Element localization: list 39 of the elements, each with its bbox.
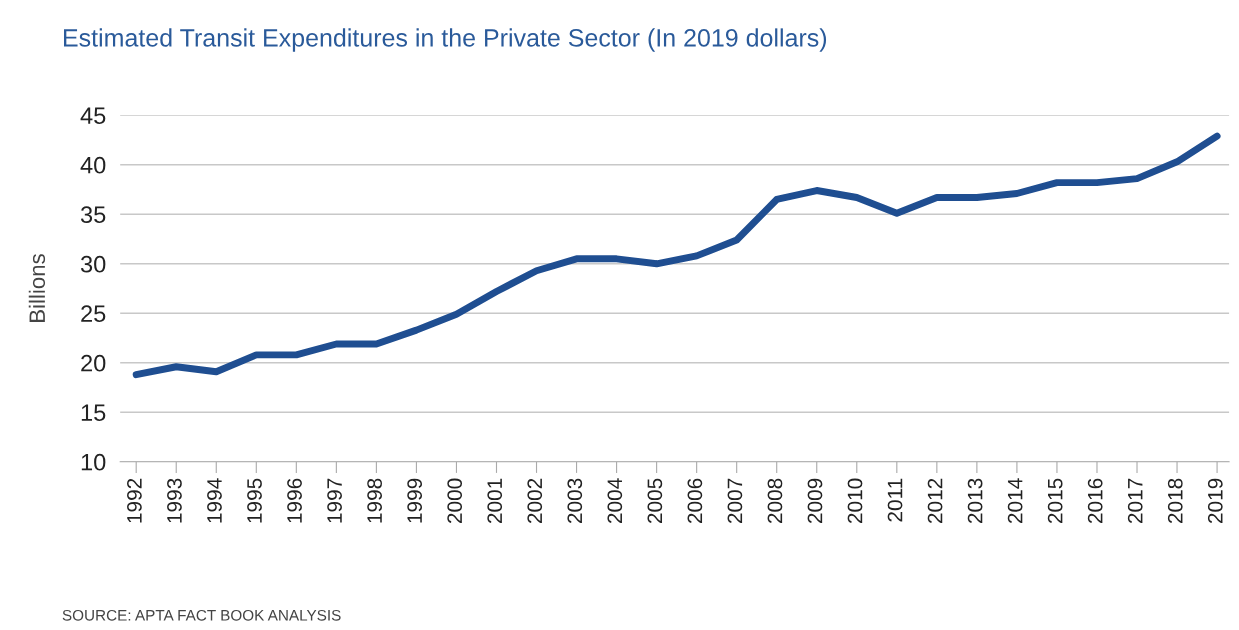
y-tick-label: 15 — [81, 404, 106, 422]
x-tick-label: 2017 — [1127, 478, 1143, 524]
x-tick-label: 2015 — [1047, 478, 1063, 524]
x-tick-label: 2006 — [687, 478, 703, 524]
y-tick-label: 45 — [80, 107, 106, 125]
x-tick-label: 2002 — [527, 478, 543, 524]
y-tick-label: 30 — [80, 255, 106, 273]
x-tick-label: 1998 — [367, 478, 382, 523]
x-tick-label: 1994 — [207, 478, 222, 523]
x-tick-label: 2010 — [847, 478, 863, 524]
x-tick-label: 2000 — [447, 478, 463, 524]
y-tick-label: 20 — [81, 354, 106, 372]
x-tick-label: 1997 — [327, 478, 342, 523]
x-tick-label: 2007 — [727, 478, 743, 524]
x-tick-label: 1999 — [407, 478, 423, 523]
x-tick-label: 2003 — [567, 478, 583, 524]
x-tick-label: 2018 — [1167, 478, 1183, 524]
source-note: SOURCE: APTA FACT BOOK ANALYSIS — [62, 609, 341, 621]
x-tick-label: 2016 — [1087, 478, 1103, 524]
x-tick-label: 2014 — [1007, 478, 1023, 524]
x-tick-label: 1993 — [167, 478, 182, 523]
y-tick-label: 25 — [81, 305, 106, 323]
x-tick-label: 1996 — [287, 478, 302, 523]
x-tick-label: 2012 — [927, 478, 943, 524]
x-tick-label: 2008 — [767, 478, 783, 524]
x-tick-label: 2019 — [1207, 478, 1223, 524]
x-tick-label: 1992 — [127, 478, 142, 523]
y-tick-label: 35 — [80, 206, 106, 224]
x-tick-label: 2001 — [487, 478, 503, 524]
x-tick-label: 2013 — [967, 478, 983, 524]
x-tick-label: 2004 — [607, 478, 623, 524]
x-tick-label: 2011 — [887, 478, 903, 522]
x-tick-label: 2009 — [807, 478, 823, 524]
chart-title: Estimated Transit Expenditures in the Private Sector (In 2019 dollars) — [64, 28, 827, 52]
x-tick-label: 1995 — [247, 478, 262, 523]
y-tick-label: 10 — [81, 453, 106, 471]
y-tick-label: 40 — [80, 156, 106, 174]
x-tick-label: 2005 — [647, 478, 663, 524]
y-axis-title: Billions — [28, 254, 46, 322]
